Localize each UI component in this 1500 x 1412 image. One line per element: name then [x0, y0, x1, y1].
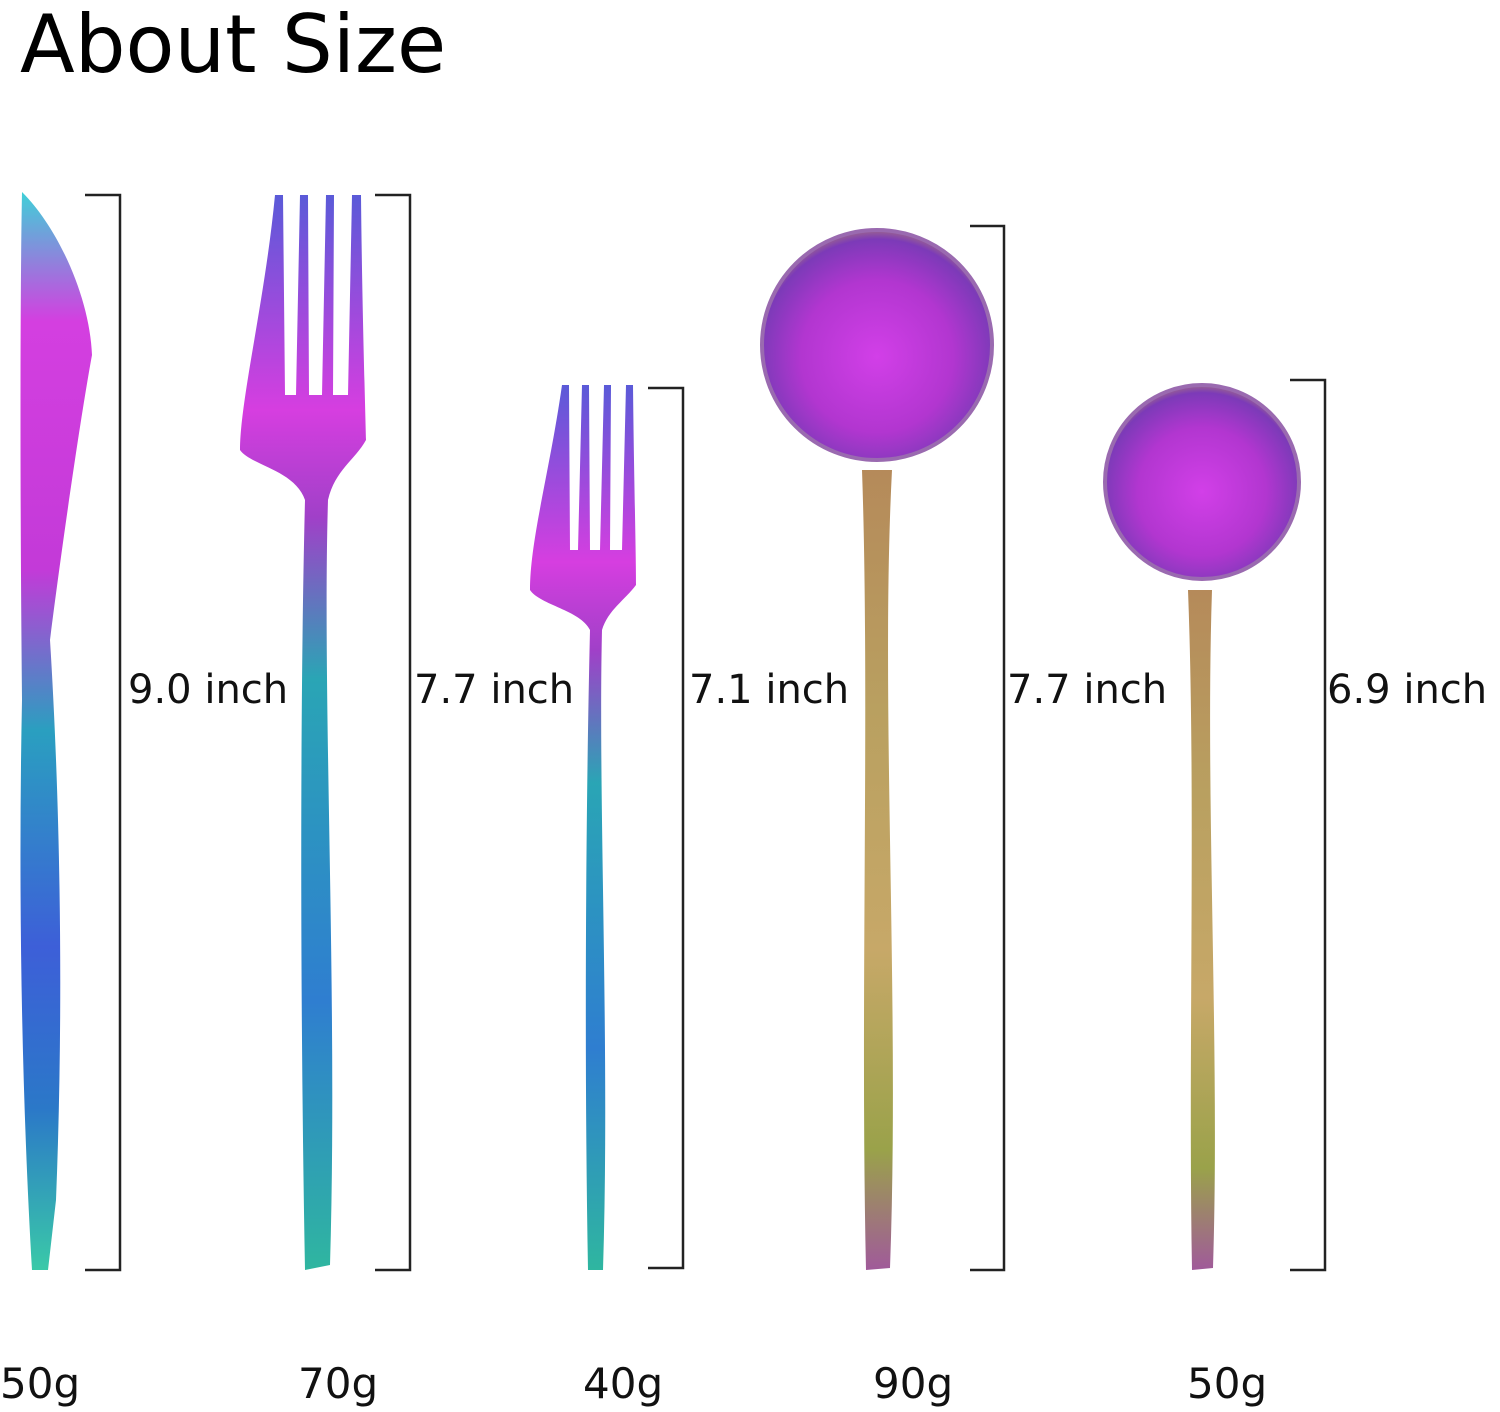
size-bracket — [85, 193, 122, 1272]
title: About Size — [20, 0, 446, 91]
length-label: 7.7 inch — [1007, 667, 1167, 713]
table-spoon-handle — [862, 470, 893, 1270]
weight-label: 50g — [1187, 1359, 1267, 1408]
size-bracket — [970, 224, 1006, 1272]
table-spoon-bowl — [760, 228, 994, 462]
tea-spoon-bowl — [1103, 383, 1301, 581]
size-bracket — [648, 386, 685, 1270]
knife — [20, 192, 92, 1270]
size-bracket — [1290, 378, 1327, 1272]
length-label: 7.1 inch — [689, 667, 849, 713]
length-label: 9.0 inch — [128, 667, 288, 713]
weight-label: 40g — [583, 1359, 663, 1408]
dinner-fork — [240, 195, 366, 1270]
weight-label: 90g — [873, 1359, 953, 1408]
size-bracket — [375, 193, 412, 1272]
weight-label: 50g — [0, 1359, 80, 1408]
length-label: 6.9 inch — [1327, 667, 1487, 713]
salad-fork — [530, 385, 636, 1270]
tea-spoon-handle — [1188, 590, 1215, 1270]
weight-label: 70g — [298, 1359, 378, 1408]
length-label: 7.7 inch — [414, 667, 574, 713]
